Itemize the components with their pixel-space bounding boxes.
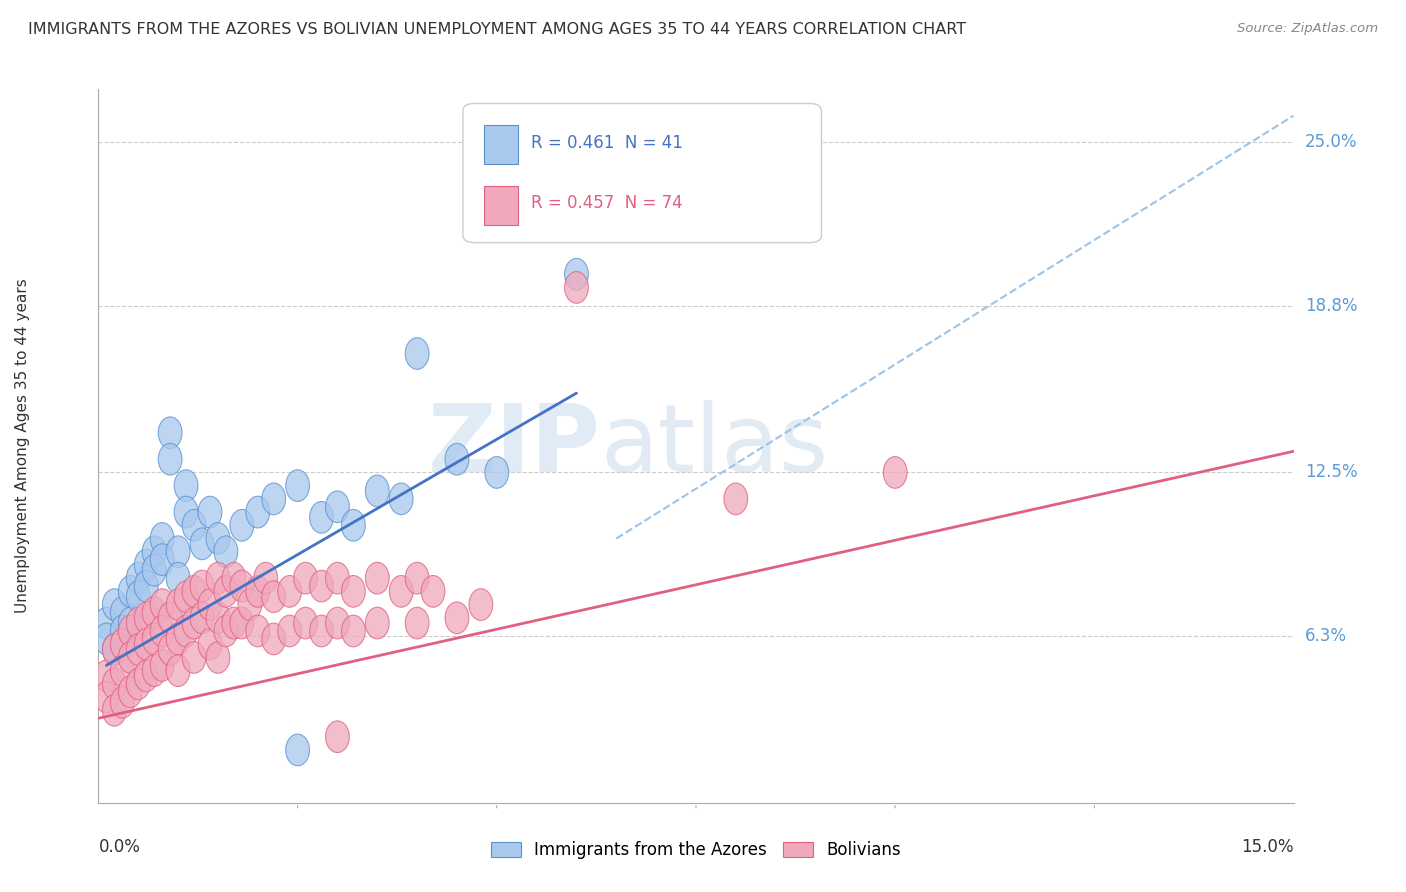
Text: 25.0%: 25.0%	[1305, 133, 1357, 151]
FancyBboxPatch shape	[463, 103, 821, 243]
Text: IMMIGRANTS FROM THE AZORES VS BOLIVIAN UNEMPLOYMENT AMONG AGES 35 TO 44 YEARS CO: IMMIGRANTS FROM THE AZORES VS BOLIVIAN U…	[28, 22, 966, 37]
Text: atlas: atlas	[600, 400, 828, 492]
Text: 0.0%: 0.0%	[98, 838, 141, 855]
Text: 18.8%: 18.8%	[1305, 297, 1357, 315]
Legend: Immigrants from the Azores, Bolivians: Immigrants from the Azores, Bolivians	[484, 835, 908, 866]
FancyBboxPatch shape	[485, 125, 517, 164]
Text: R = 0.461  N = 41: R = 0.461 N = 41	[531, 134, 683, 152]
Text: Source: ZipAtlas.com: Source: ZipAtlas.com	[1237, 22, 1378, 36]
FancyBboxPatch shape	[485, 186, 517, 225]
Text: R = 0.457  N = 74: R = 0.457 N = 74	[531, 194, 683, 212]
Text: Unemployment Among Ages 35 to 44 years: Unemployment Among Ages 35 to 44 years	[14, 278, 30, 614]
Text: 15.0%: 15.0%	[1241, 838, 1294, 855]
Text: 6.3%: 6.3%	[1305, 627, 1347, 645]
Text: 12.5%: 12.5%	[1305, 464, 1357, 482]
Text: ZIP: ZIP	[427, 400, 600, 492]
